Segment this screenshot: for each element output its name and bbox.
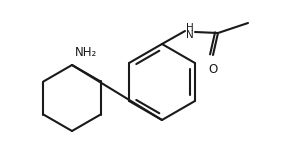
Text: O: O <box>208 63 218 76</box>
Text: NH₂: NH₂ <box>75 46 97 59</box>
Text: H: H <box>186 23 194 33</box>
Text: N: N <box>186 30 194 40</box>
